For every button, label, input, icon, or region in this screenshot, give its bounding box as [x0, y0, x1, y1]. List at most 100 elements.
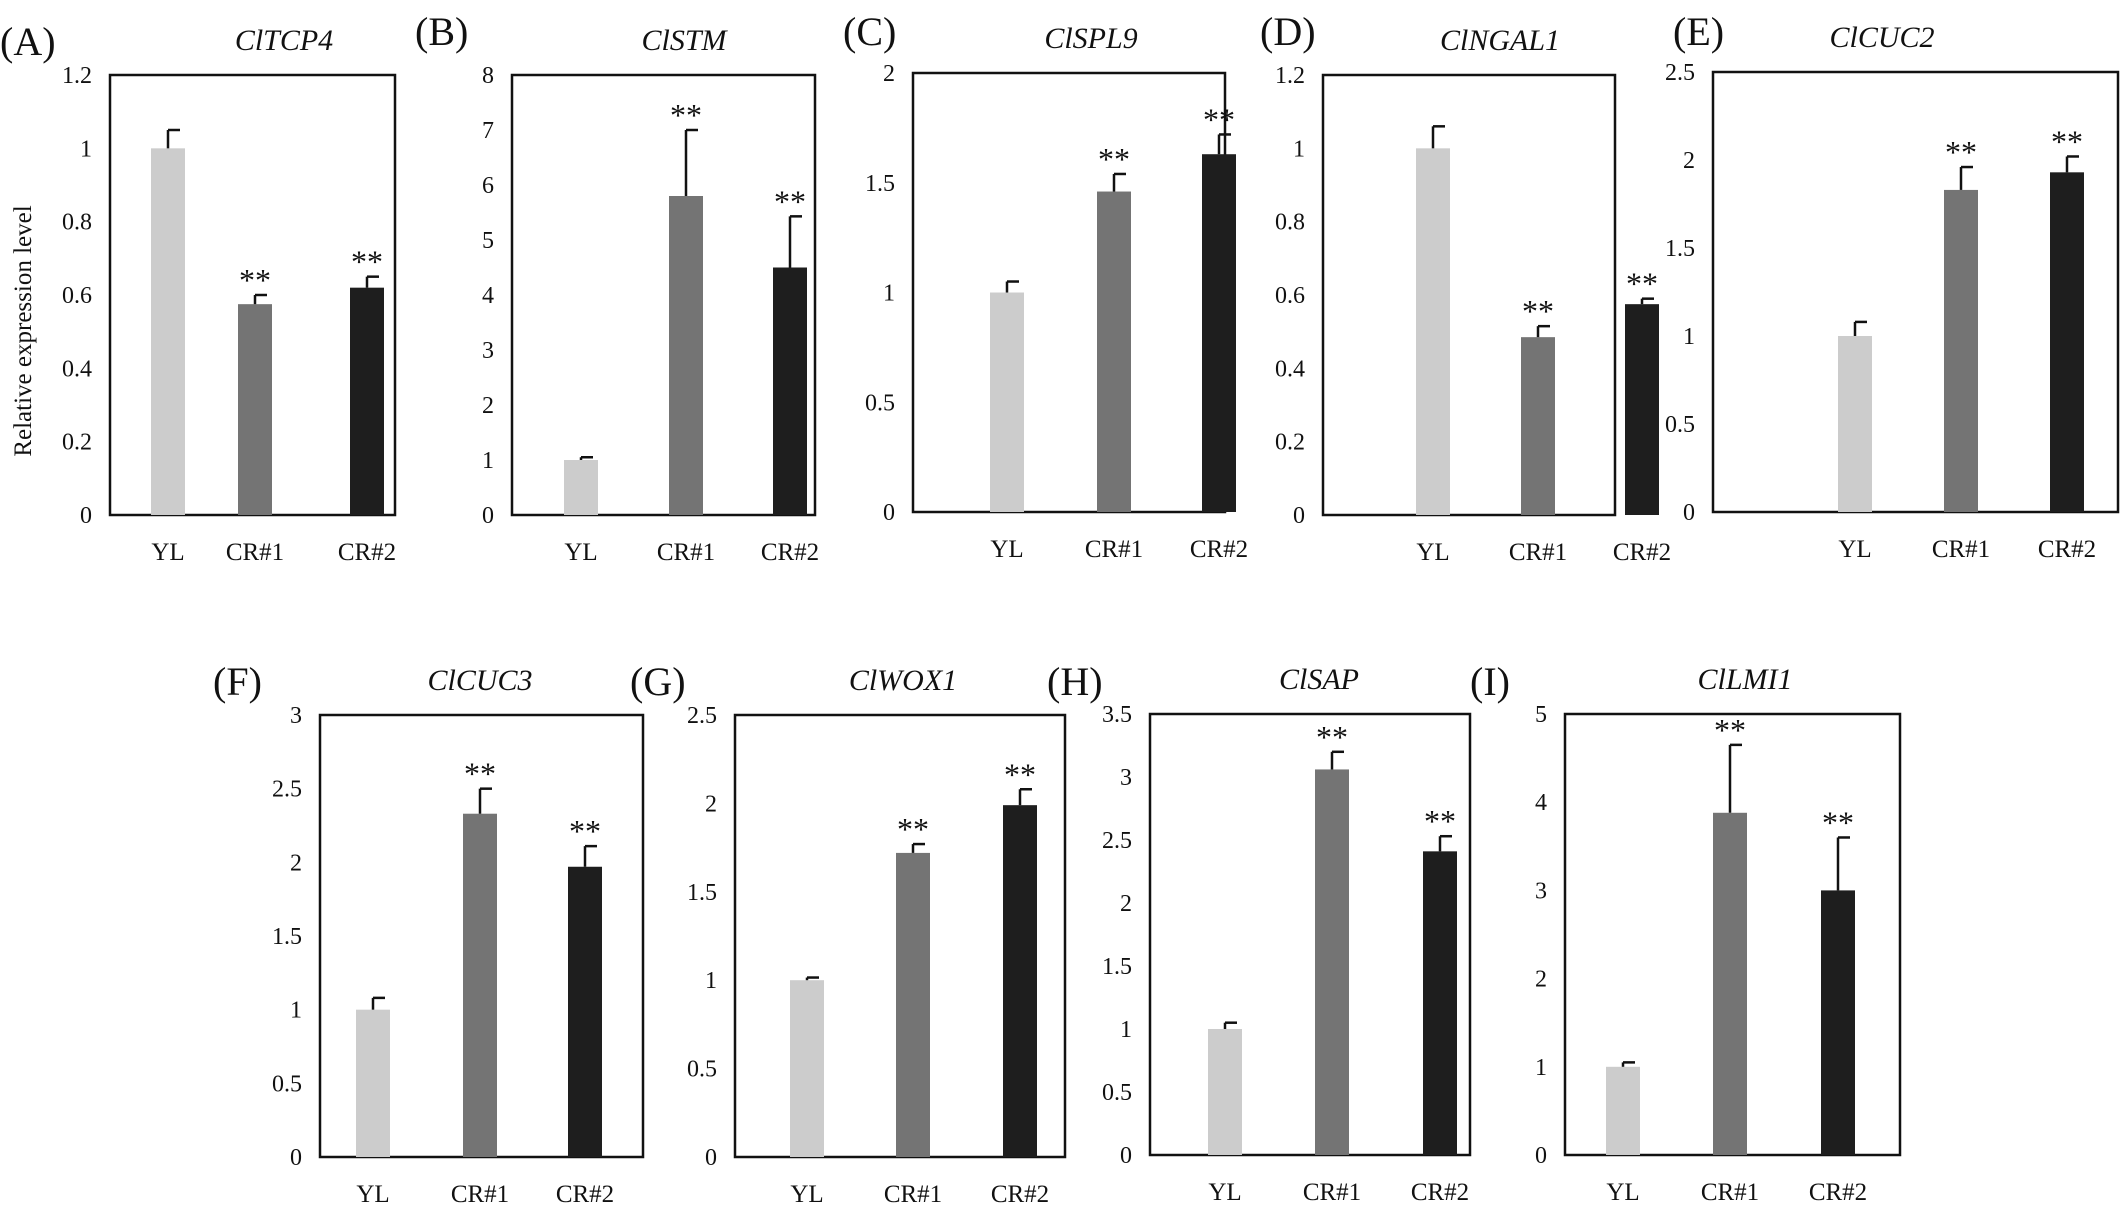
bar-cr1 — [238, 304, 272, 515]
y-tick-label: 1 — [883, 281, 895, 307]
y-tick-label: 1 — [290, 998, 302, 1024]
x-tick-label: YL — [790, 1181, 823, 1208]
y-tick-label: 1 — [80, 136, 92, 162]
x-tick-label: CR#2 — [991, 1181, 1049, 1208]
significance-marker: ** — [670, 97, 702, 133]
x-tick-label: CR#1 — [1085, 536, 1143, 563]
y-tick-label: 5 — [1535, 702, 1547, 728]
y-tick-label: 2.5 — [687, 703, 717, 729]
bar-yl — [564, 460, 598, 515]
chart-title: ClWOX1 — [849, 664, 957, 697]
y-tick-label: 1 — [705, 968, 717, 994]
x-tick-label: YL — [990, 536, 1023, 563]
y-tick-label: 2 — [290, 850, 302, 876]
y-tick-label: 2.5 — [272, 777, 302, 803]
y-tick-label: 2.5 — [1102, 828, 1132, 854]
y-tick-label: 0 — [705, 1145, 717, 1171]
significance-marker: ** — [2051, 123, 2083, 159]
bar-yl — [356, 1009, 390, 1157]
plot-frame — [1148, 712, 1472, 1157]
y-tick-label: 0.5 — [1665, 412, 1695, 438]
significance-marker: ** — [569, 813, 601, 849]
y-tick-label: 5 — [482, 228, 494, 254]
panel-label: (G) — [630, 659, 686, 704]
panel-label: (F) — [213, 659, 262, 704]
y-tick-label: 7 — [482, 118, 494, 144]
significance-marker: ** — [774, 183, 806, 219]
y-tick-label: 4 — [482, 283, 494, 309]
y-tick-label: 3 — [290, 703, 302, 729]
x-tick-label: CR#1 — [226, 539, 284, 566]
y-tick-label: 3 — [1535, 878, 1547, 904]
y-tick-label: 1.2 — [62, 63, 92, 89]
panel-label: (B) — [415, 9, 468, 54]
bar-yl — [1838, 336, 1872, 512]
y-tick-label: 0 — [1683, 500, 1695, 526]
x-tick-label: CR#2 — [1809, 1179, 1867, 1206]
y-tick-label: 3 — [482, 338, 494, 364]
chart-title: ClCUC3 — [427, 664, 532, 697]
chart-title: ClSTM — [641, 24, 728, 57]
panel-label: (C) — [843, 9, 896, 54]
significance-marker: ** — [1945, 134, 1977, 170]
y-tick-label: 0.6 — [62, 283, 92, 309]
y-tick-label: 2 — [705, 791, 717, 817]
y-tick-label: 0.5 — [272, 1071, 302, 1097]
y-tick-label: 0 — [482, 503, 494, 529]
plot-frame — [1711, 70, 2120, 514]
bar-cr1 — [669, 196, 703, 515]
y-tick-label: 0.2 — [1275, 430, 1305, 456]
x-tick-label: CR#1 — [1303, 1179, 1361, 1206]
bar-cr2 — [1625, 304, 1659, 515]
y-tick-label: 4 — [1535, 790, 1547, 816]
bar-cr2 — [2050, 172, 2084, 512]
bar-cr2 — [350, 287, 384, 515]
panel-label: (D) — [1260, 9, 1316, 54]
significance-marker: ** — [1522, 293, 1554, 329]
y-tick-label: 0.5 — [1102, 1080, 1132, 1106]
x-tick-label: YL — [1838, 536, 1871, 563]
y-tick-label: 0.6 — [1275, 283, 1305, 309]
y-tick-label: 0 — [1293, 503, 1305, 529]
y-tick-label: 1.5 — [272, 924, 302, 950]
plot-frame — [510, 73, 817, 517]
y-tick-label: 0 — [290, 1145, 302, 1171]
bar-cr1 — [1944, 189, 1978, 513]
panel-label: (A) — [0, 19, 56, 64]
y-tick-label: 2 — [883, 61, 895, 87]
y-tick-label: 3.5 — [1102, 702, 1132, 728]
y-tick-label: 0.8 — [1275, 210, 1305, 236]
x-tick-label: YL — [151, 539, 184, 566]
panel-label: (E) — [1673, 9, 1724, 54]
bar-cr2 — [773, 267, 807, 515]
y-tick-label: 1.5 — [865, 171, 895, 197]
x-tick-label: CR#1 — [1509, 539, 1567, 566]
chart-title: ClSPL9 — [1044, 22, 1137, 55]
y-tick-label: 0.2 — [62, 430, 92, 456]
bar-cr2 — [1423, 851, 1457, 1155]
significance-marker: ** — [897, 811, 929, 847]
x-tick-label: CR#2 — [1411, 1179, 1469, 1206]
chart-title: ClNGAL1 — [1440, 24, 1560, 57]
significance-marker: ** — [351, 244, 383, 280]
bar-yl — [151, 148, 185, 516]
significance-marker: ** — [1626, 266, 1658, 302]
y-tick-label: 0.8 — [62, 210, 92, 236]
x-tick-label: CR#1 — [451, 1181, 509, 1208]
chart-title: ClCUC2 — [1829, 21, 1934, 54]
bar-yl — [1606, 1066, 1640, 1155]
y-tick-label: 2.5 — [1665, 60, 1695, 86]
x-tick-label: CR#1 — [1932, 536, 1990, 563]
bar-yl — [1416, 148, 1450, 516]
bar-cr2 — [1003, 805, 1037, 1157]
significance-marker: ** — [464, 756, 496, 792]
y-tick-label: 0 — [1120, 1143, 1132, 1169]
x-tick-label: CR#2 — [761, 539, 819, 566]
y-tick-label: 0 — [883, 500, 895, 526]
y-tick-label: 1 — [1120, 1017, 1132, 1043]
y-tick-label: 0 — [80, 503, 92, 529]
significance-marker: ** — [1203, 101, 1235, 137]
significance-marker: ** — [1714, 712, 1746, 748]
significance-marker: ** — [1822, 804, 1854, 840]
